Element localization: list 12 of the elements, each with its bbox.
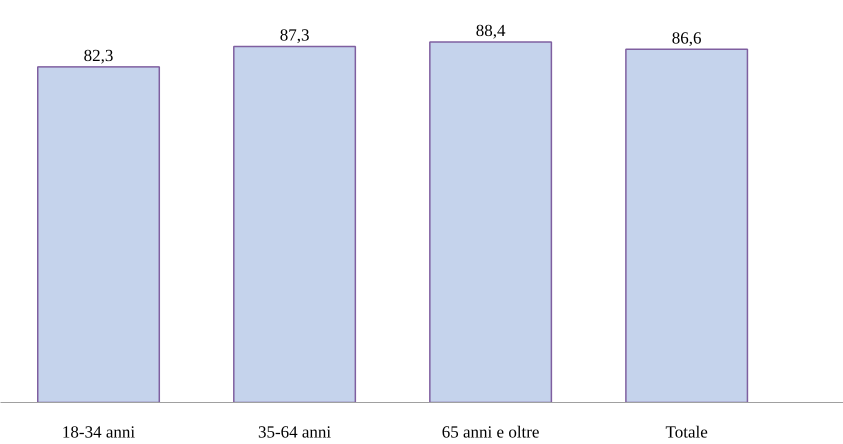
bar bbox=[37, 66, 160, 402]
data-label: 86,6 bbox=[672, 28, 702, 48]
x-tick-label: 35-64 anni bbox=[258, 422, 332, 442]
x-tick-label: Totale bbox=[666, 422, 708, 442]
data-label: 87,3 bbox=[280, 25, 310, 44]
bar bbox=[429, 41, 552, 402]
bar bbox=[625, 48, 748, 402]
x-tick-label: 65 anni e oltre bbox=[442, 422, 540, 442]
data-label: 82,3 bbox=[84, 46, 114, 65]
data-label: 88,4 bbox=[476, 20, 506, 40]
x-tick-label: 18-34 anni bbox=[62, 422, 136, 442]
bar bbox=[233, 46, 356, 402]
